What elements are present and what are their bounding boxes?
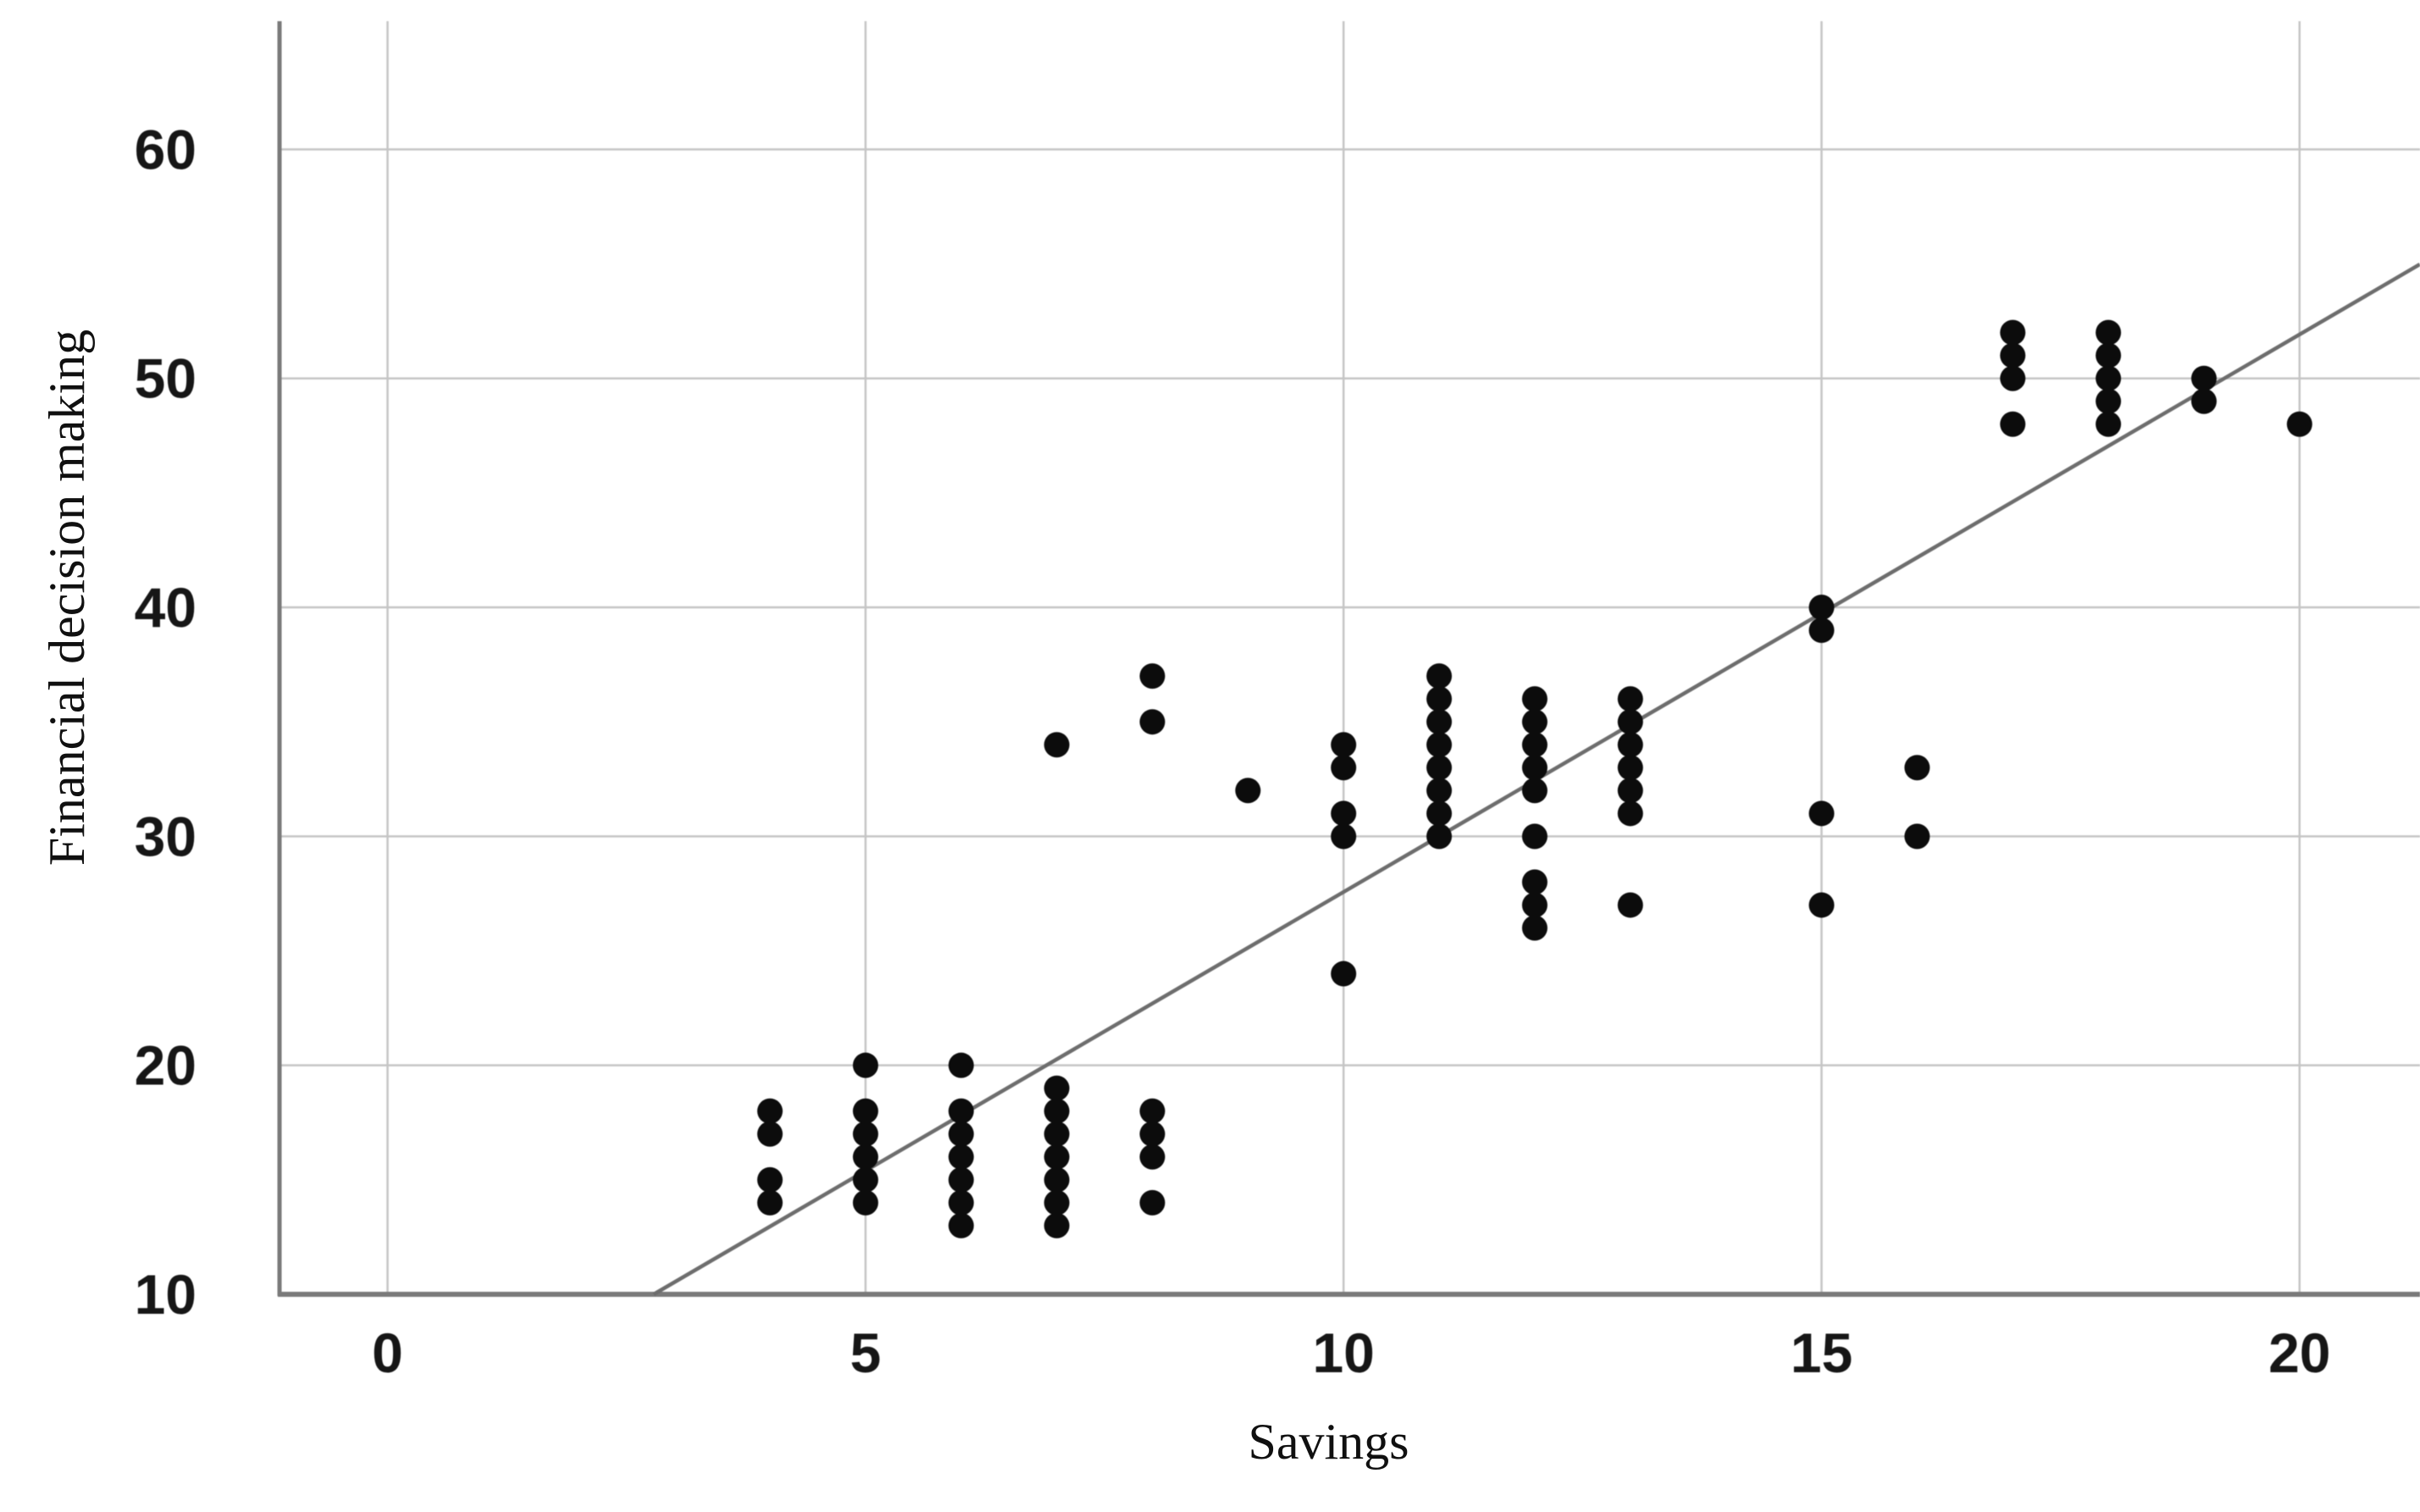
data-point: [948, 1189, 974, 1216]
data-point: [1044, 1144, 1070, 1170]
data-point: [1044, 1098, 1070, 1124]
data-point: [1521, 778, 1548, 804]
data-point: [1044, 1189, 1070, 1216]
data-point: [948, 1166, 974, 1193]
data-point: [1331, 961, 1357, 987]
data-point: [756, 1098, 783, 1124]
x-axis-title: Savings: [1248, 1414, 1409, 1470]
data-point: [1521, 755, 1548, 781]
y-tick-label: 20: [135, 1034, 197, 1097]
data-point: [1426, 709, 1453, 735]
data-point: [1521, 686, 1548, 712]
data-point: [1331, 755, 1357, 781]
data-point: [1521, 732, 1548, 758]
data-point: [1426, 800, 1453, 827]
data-point: [2190, 388, 2217, 414]
data-point: [2286, 411, 2312, 437]
data-point: [2096, 365, 2122, 391]
data-point: [1521, 709, 1548, 735]
data-point: [1617, 686, 1643, 712]
data-point: [948, 1052, 974, 1078]
data-point: [852, 1121, 878, 1147]
y-tick-label: 50: [135, 347, 197, 410]
x-tick-label: 10: [1312, 1321, 1374, 1384]
y-axis-title: Financial decision making: [8, 0, 127, 1194]
data-point: [1904, 755, 1930, 781]
data-point: [1331, 800, 1357, 827]
data-point: [1044, 1212, 1070, 1238]
data-point: [1044, 732, 1070, 758]
data-point: [1044, 1166, 1070, 1193]
data-point: [2000, 319, 2026, 346]
data-point: [852, 1189, 878, 1216]
data-point: [1521, 823, 1548, 850]
data-point: [1426, 686, 1453, 712]
data-point: [852, 1166, 878, 1193]
data-point: [1139, 709, 1166, 735]
y-tick-label: 30: [135, 805, 197, 867]
data-point: [756, 1121, 783, 1147]
data-point: [1331, 823, 1357, 850]
data-point: [1617, 755, 1643, 781]
data-point: [852, 1052, 878, 1078]
x-tick-label: 5: [850, 1321, 881, 1384]
x-tick-label: 0: [372, 1321, 403, 1384]
data-point: [1617, 778, 1643, 804]
data-point: [2000, 342, 2026, 368]
data-point: [1044, 1075, 1070, 1101]
data-point: [1521, 892, 1548, 918]
data-point: [756, 1189, 783, 1216]
data-point: [1617, 800, 1643, 827]
data-point: [852, 1144, 878, 1170]
data-point: [1139, 663, 1166, 690]
data-point: [2190, 365, 2217, 391]
data-point: [756, 1166, 783, 1193]
data-point: [852, 1098, 878, 1124]
data-point: [948, 1212, 974, 1238]
data-point: [2096, 342, 2122, 368]
data-point: [1044, 1121, 1070, 1147]
data-point: [1808, 892, 1835, 918]
data-point: [1808, 618, 1835, 644]
data-point: [1617, 732, 1643, 758]
data-point: [948, 1098, 974, 1124]
data-point: [2096, 411, 2122, 437]
x-tick-label: 20: [2268, 1321, 2330, 1384]
x-tick-label: 15: [1791, 1321, 1852, 1384]
data-point: [1139, 1121, 1166, 1147]
data-point: [1521, 915, 1548, 941]
data-point: [1808, 800, 1835, 827]
data-point: [948, 1144, 974, 1170]
data-point: [1235, 778, 1261, 804]
data-point: [948, 1121, 974, 1147]
data-point: [1139, 1098, 1166, 1124]
data-point: [1426, 778, 1453, 804]
data-point: [1426, 663, 1453, 690]
data-point: [2096, 319, 2122, 346]
data-point: [1617, 892, 1643, 918]
y-tick-label: 40: [135, 576, 197, 639]
data-point: [1617, 709, 1643, 735]
y-tick-label: 60: [135, 118, 197, 180]
data-point: [1139, 1189, 1166, 1216]
data-point: [1139, 1144, 1166, 1170]
data-point: [2000, 365, 2026, 391]
data-point: [1331, 732, 1357, 758]
data-point: [1521, 869, 1548, 895]
data-point: [2000, 411, 2026, 437]
data-point: [1426, 823, 1453, 850]
data-point: [1904, 823, 1930, 850]
y-tick-label: 10: [135, 1263, 197, 1326]
data-point: [1426, 732, 1453, 758]
data-point: [1426, 755, 1453, 781]
data-point: [1808, 595, 1835, 621]
y-axis-title-text: Financial decision making: [39, 329, 96, 866]
data-point: [2096, 388, 2122, 414]
